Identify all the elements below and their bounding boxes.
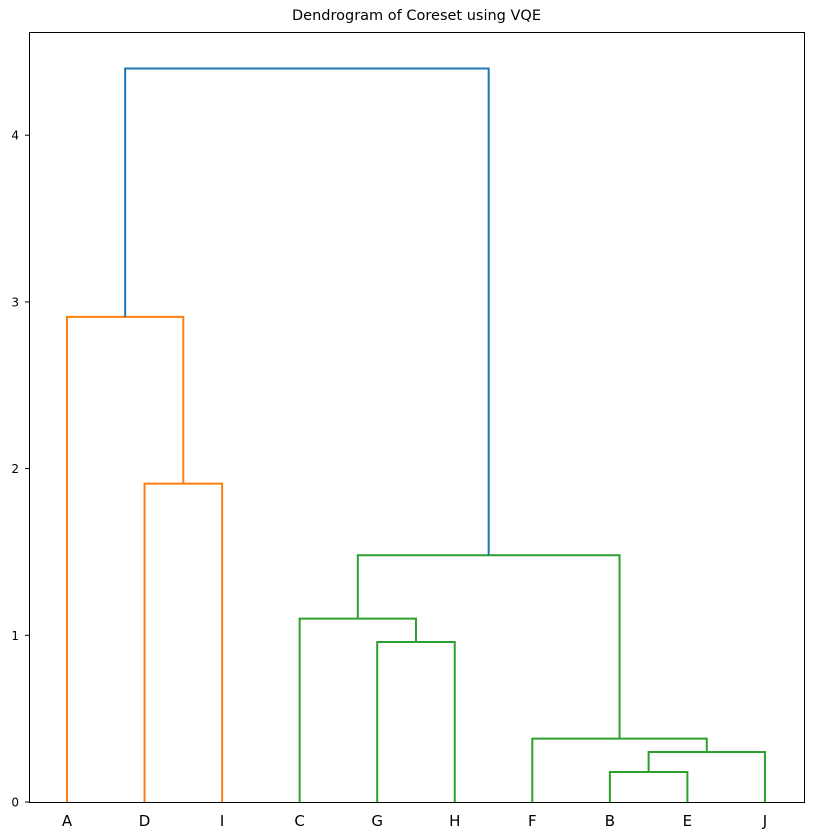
y-tick-label: 2 bbox=[11, 462, 19, 476]
leaf-label: E bbox=[683, 812, 692, 830]
leaf-label: C bbox=[294, 812, 304, 830]
dendrogram-links bbox=[66, 67, 766, 802]
dendrogram-link bbox=[143, 482, 224, 802]
leaf-label: J bbox=[762, 812, 767, 830]
dendrogram-link bbox=[356, 554, 621, 739]
dendrogram-link bbox=[647, 750, 766, 802]
leaf-label: F bbox=[528, 812, 537, 830]
dendrogram-link bbox=[298, 617, 417, 802]
leaf-label: B bbox=[605, 812, 615, 830]
dendrogram-link bbox=[66, 315, 185, 802]
dendrogram-link bbox=[608, 770, 689, 802]
dendrogram-link bbox=[376, 640, 456, 802]
leaf-label: I bbox=[220, 812, 224, 830]
y-tick-label: 4 bbox=[11, 129, 19, 143]
dendrogram-link bbox=[124, 67, 490, 556]
leaf-label: D bbox=[139, 812, 151, 830]
y-axis: 0 1 2 3 4 bbox=[11, 129, 30, 810]
chart-title: Dendrogram of Coreset using VQE bbox=[292, 8, 541, 24]
leaf-label: H bbox=[449, 812, 460, 830]
leaf-label: A bbox=[62, 812, 73, 830]
leaf-label: G bbox=[371, 812, 383, 830]
dendrogram-link bbox=[531, 737, 708, 802]
y-tick-label: 0 bbox=[11, 796, 19, 810]
axes-frame bbox=[29, 32, 805, 803]
y-tick-label: 3 bbox=[11, 295, 19, 309]
y-tick-label: 1 bbox=[11, 629, 19, 643]
